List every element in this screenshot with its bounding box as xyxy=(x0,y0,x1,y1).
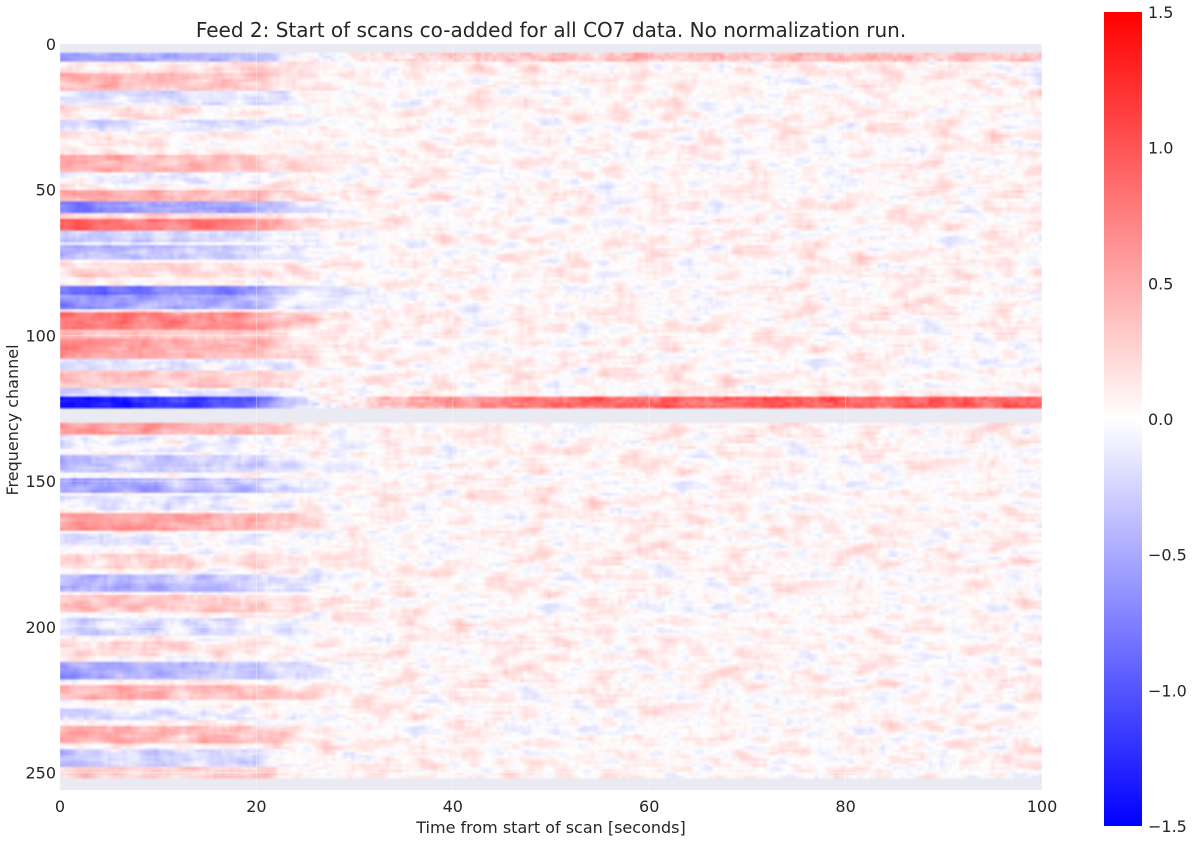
colorbar-tick-label: −0.5 xyxy=(1148,546,1187,565)
x-tick-label: 80 xyxy=(835,797,855,816)
colorbar-tick-label: 1.0 xyxy=(1148,139,1173,158)
y-tick-label: 150 xyxy=(25,472,56,491)
y-axis-ticks: 0 50 100 150 200 250 xyxy=(25,35,56,783)
y-tick-label: 0 xyxy=(46,35,56,54)
y-axis-label: Frequency channel xyxy=(3,344,22,495)
colorbar-tick-label: 0.5 xyxy=(1148,274,1173,293)
colorbar-tick-label: −1.5 xyxy=(1148,817,1187,836)
x-axis-ticks: 0 20 40 60 80 100 xyxy=(55,797,1057,816)
colorbar-tick-label: −1.0 xyxy=(1148,681,1187,700)
colorbar-ticks: 1.5 1.0 0.5 0.0 −0.5 −1.0 −1.5 xyxy=(1148,3,1187,836)
y-tick-label: 50 xyxy=(36,181,56,200)
x-tick-label: 40 xyxy=(443,797,463,816)
colorbar-tick-label: 0.0 xyxy=(1148,410,1173,429)
y-tick-label: 100 xyxy=(25,326,56,345)
x-axis-label: Time from start of scan [seconds] xyxy=(415,818,685,837)
colorbar-tick-label: 1.5 xyxy=(1148,3,1173,22)
x-tick-label: 20 xyxy=(246,797,266,816)
x-tick-label: 100 xyxy=(1027,797,1058,816)
x-tick-label: 60 xyxy=(639,797,659,816)
x-tick-label: 0 xyxy=(55,797,65,816)
y-tick-label: 250 xyxy=(25,764,56,783)
heatmap-image xyxy=(60,44,1042,790)
grid-lines xyxy=(59,43,1043,790)
colorbar xyxy=(1104,12,1142,826)
y-tick-label: 200 xyxy=(25,618,56,637)
chart-title: Feed 2: Start of scans co-added for all … xyxy=(196,18,906,42)
